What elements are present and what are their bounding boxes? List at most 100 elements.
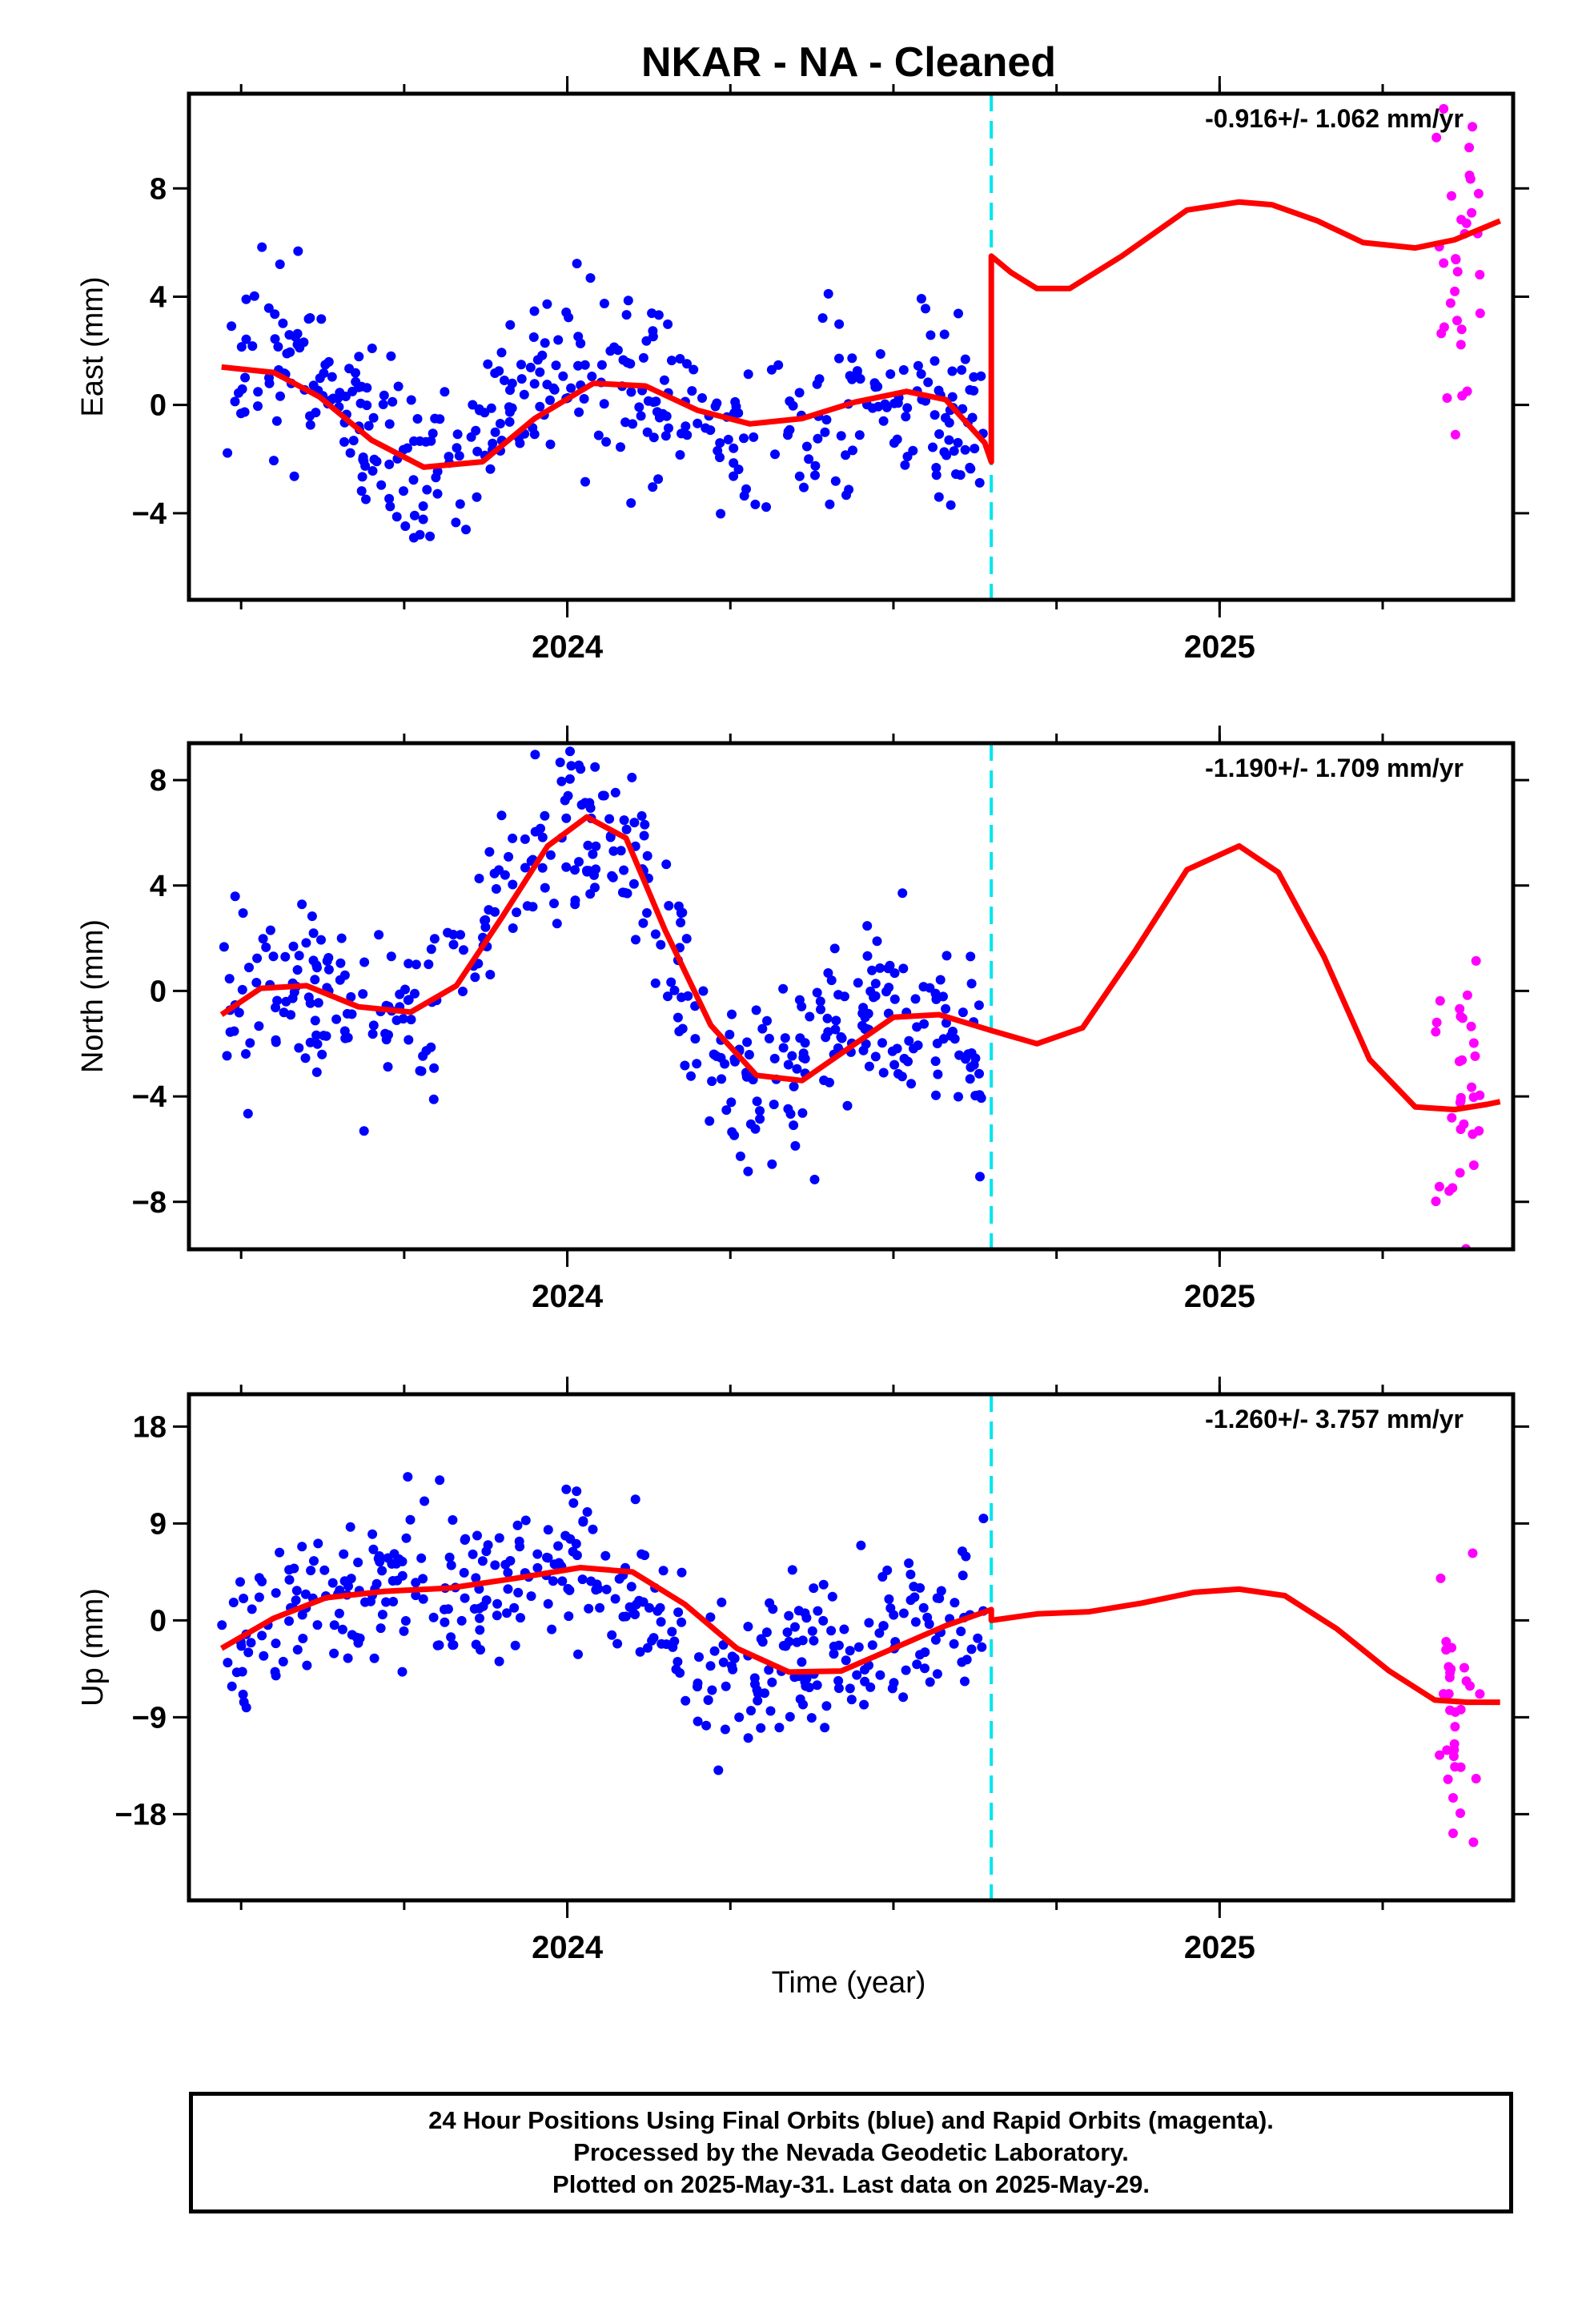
data-point-final <box>295 339 305 348</box>
data-point-final <box>579 394 589 404</box>
data-point-final <box>435 414 445 424</box>
y-tick-label: 18 <box>133 1410 167 1444</box>
panel-frame <box>187 741 1516 1252</box>
data-point-final <box>368 412 379 423</box>
data-point-final <box>701 423 711 433</box>
data-point-final <box>235 1577 245 1587</box>
data-point-final <box>673 1607 684 1618</box>
data-point-final <box>625 359 636 369</box>
data-point-final <box>729 458 739 468</box>
data-point-rapid <box>1450 286 1460 296</box>
data-point-final <box>960 444 970 455</box>
data-point-final <box>545 439 556 449</box>
data-point-final <box>618 355 628 365</box>
data-point-final <box>966 1644 977 1655</box>
data-point-final <box>217 1620 227 1630</box>
data-point-rapid <box>1439 1689 1448 1699</box>
data-point-final <box>709 1646 720 1656</box>
data-point-final <box>474 874 484 883</box>
data-point-final <box>883 963 893 974</box>
data-point-final <box>582 1507 592 1517</box>
data-point-final <box>455 499 465 509</box>
data-point-final <box>930 1056 941 1067</box>
data-point-final <box>234 1007 244 1018</box>
data-point-final <box>292 965 303 975</box>
data-point-final <box>291 1586 302 1596</box>
data-point-final <box>666 977 677 987</box>
data-point-final <box>857 1008 868 1019</box>
data-point-final <box>440 1604 449 1614</box>
data-point-final <box>951 469 961 479</box>
data-point-final <box>367 344 377 353</box>
data-point-final <box>841 450 851 460</box>
data-point-final <box>564 1611 574 1622</box>
data-point-final <box>336 933 347 943</box>
data-point-final <box>628 879 639 889</box>
data-point-final <box>870 382 881 392</box>
data-point-final <box>859 1699 869 1710</box>
data-point-final <box>681 1695 691 1706</box>
data-point-final <box>490 1560 500 1570</box>
data-point-final <box>582 866 592 876</box>
data-point-final <box>246 1638 256 1648</box>
data-point-final <box>458 987 468 996</box>
data-point-final <box>565 746 575 757</box>
data-point-final <box>941 1018 951 1028</box>
data-point-final <box>281 996 291 1007</box>
data-point-final <box>265 925 275 935</box>
data-point-final <box>425 531 436 541</box>
data-point-rapid <box>1456 340 1466 350</box>
data-point-final <box>944 417 954 428</box>
data-point-final <box>522 901 532 911</box>
data-point-final <box>897 888 908 899</box>
data-point-final <box>400 521 411 531</box>
data-point-final <box>566 383 576 393</box>
data-point-final <box>675 354 685 364</box>
data-point-rapid <box>1468 1837 1479 1848</box>
data-point-final <box>564 312 574 323</box>
data-point-rapid <box>1439 322 1449 332</box>
data-point-final <box>878 416 889 426</box>
data-point-final <box>377 1566 387 1576</box>
data-point-rapid <box>1448 1793 1458 1803</box>
data-point-final <box>944 435 954 445</box>
data-point-final <box>367 466 378 476</box>
data-point-final <box>409 510 420 521</box>
data-point-final <box>965 384 975 395</box>
data-point-final <box>969 372 979 382</box>
data-point-final <box>630 1494 640 1505</box>
data-point-final <box>934 429 945 439</box>
data-point-final <box>638 918 648 928</box>
data-point-rapid <box>1431 132 1442 143</box>
data-point-final <box>818 1615 829 1626</box>
data-point-final <box>727 1127 737 1137</box>
data-point-final <box>901 1665 911 1675</box>
data-point-final <box>378 400 388 409</box>
data-point-rapid <box>1447 191 1456 201</box>
data-point-final <box>889 994 900 1004</box>
data-point-final <box>780 1033 790 1043</box>
data-point-final <box>564 774 575 784</box>
data-point-final <box>561 1484 572 1494</box>
data-point-final <box>537 862 548 873</box>
data-point-final <box>391 512 402 522</box>
data-point-final <box>292 328 303 339</box>
data-point-final <box>491 884 501 894</box>
data-point-final <box>481 1546 492 1557</box>
data-point-final <box>867 1640 877 1651</box>
data-point-final <box>677 992 687 1003</box>
data-point-final <box>616 846 626 856</box>
data-point-rapid <box>1431 1017 1442 1027</box>
data-point-rapid <box>1447 1112 1457 1123</box>
data-point-rapid <box>1439 103 1449 114</box>
data-point-final <box>956 1626 966 1637</box>
data-point-final <box>698 986 709 996</box>
data-point-final <box>317 1049 327 1059</box>
data-point-final <box>384 493 395 504</box>
data-point-final <box>353 1638 363 1648</box>
data-point-final <box>555 758 565 767</box>
data-point-final <box>965 462 975 472</box>
data-point-final <box>932 1669 942 1679</box>
data-point-final <box>545 395 555 405</box>
data-point-final <box>525 362 536 372</box>
